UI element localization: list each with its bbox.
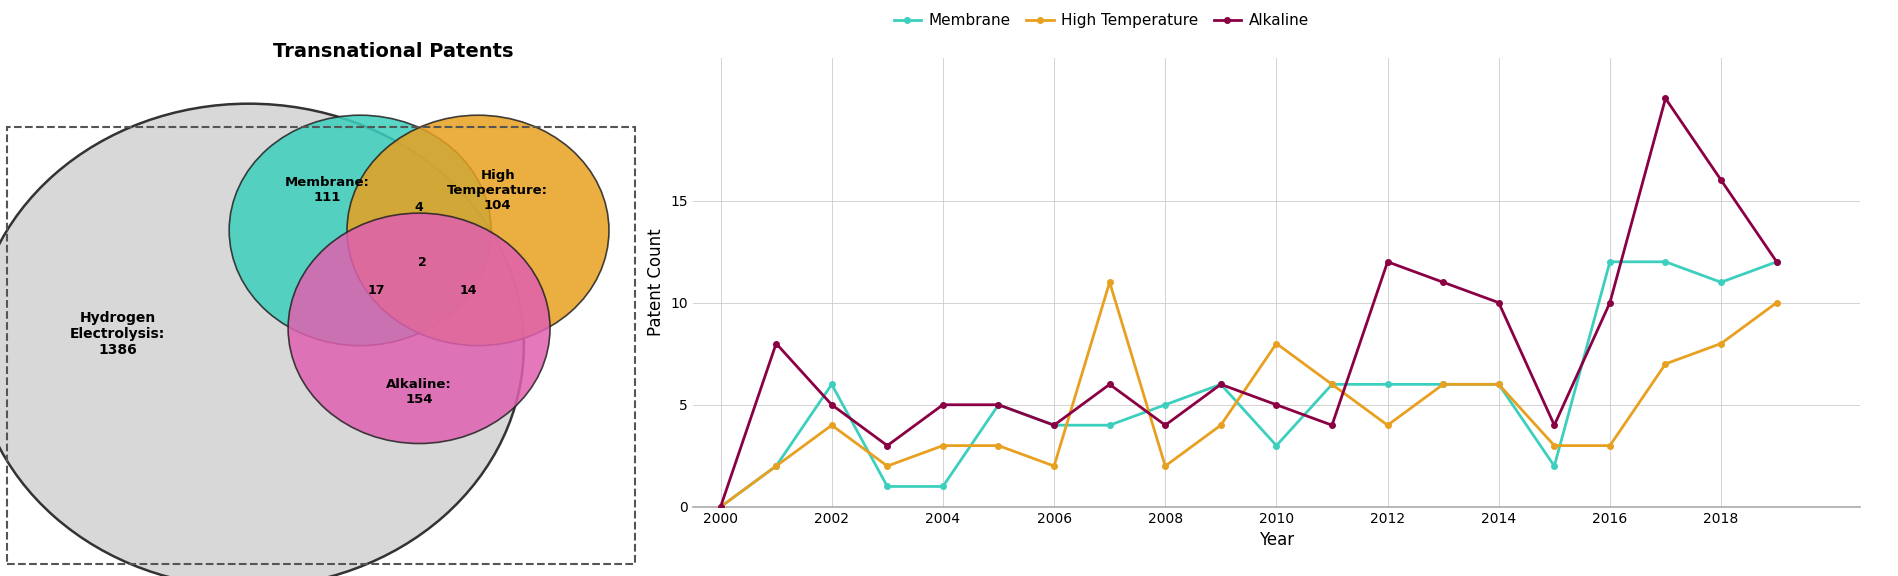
Membrane <box>1376 381 1399 388</box>
Membrane <box>765 463 788 469</box>
Membrane <box>820 381 843 388</box>
High Temperature <box>1042 463 1065 469</box>
Alkaline <box>1431 279 1454 286</box>
Alkaline <box>1099 381 1122 388</box>
Alkaline <box>1376 259 1399 266</box>
High Temperature <box>1655 361 1678 367</box>
Text: Transnational Patents: Transnational Patents <box>273 43 512 61</box>
Alkaline <box>987 401 1010 408</box>
Text: 14: 14 <box>459 285 476 297</box>
Text: Hydrogen
Electrolysis:
1386: Hydrogen Electrolysis: 1386 <box>70 311 165 357</box>
Bar <box>6 127 636 564</box>
Alkaline <box>820 401 843 408</box>
Membrane <box>1655 259 1678 266</box>
Alkaline <box>1543 422 1566 429</box>
High Temperature <box>1099 279 1122 286</box>
High Temperature <box>877 463 900 469</box>
Text: 2: 2 <box>418 256 427 268</box>
Membrane <box>1099 422 1122 429</box>
Legend: Membrane, High Temperature, Alkaline: Membrane, High Temperature, Alkaline <box>888 7 1315 34</box>
Text: 4: 4 <box>414 201 423 214</box>
High Temperature <box>1209 422 1232 429</box>
Text: High
Temperature:
104: High Temperature: 104 <box>448 169 549 211</box>
High Temperature <box>765 463 788 469</box>
High Temperature <box>1431 381 1454 388</box>
High Temperature <box>1154 463 1177 469</box>
Circle shape <box>347 115 609 346</box>
Membrane <box>1543 463 1566 469</box>
Membrane <box>1209 381 1232 388</box>
Alkaline <box>1765 259 1788 266</box>
Alkaline <box>1042 422 1065 429</box>
High Temperature <box>1598 442 1621 449</box>
Alkaline <box>932 401 955 408</box>
Alkaline <box>765 340 788 347</box>
Membrane <box>1154 401 1177 408</box>
Text: 17: 17 <box>368 285 385 297</box>
Alkaline <box>710 503 733 510</box>
Membrane <box>1598 259 1621 266</box>
Membrane <box>710 503 733 510</box>
Membrane <box>1710 279 1733 286</box>
High Temperature <box>710 503 733 510</box>
Text: Alkaline:
154: Alkaline: 154 <box>385 378 452 406</box>
High Temperature <box>1376 422 1399 429</box>
High Temperature <box>1765 299 1788 306</box>
Membrane <box>987 401 1010 408</box>
Text: Membrane:
111: Membrane: 111 <box>285 176 370 204</box>
Circle shape <box>230 115 492 346</box>
Alkaline <box>1321 422 1344 429</box>
High Temperature <box>932 442 955 449</box>
Membrane <box>1488 381 1511 388</box>
Alkaline <box>1154 422 1177 429</box>
Membrane <box>1431 381 1454 388</box>
Alkaline <box>1266 401 1289 408</box>
High Temperature <box>1710 340 1733 347</box>
High Temperature <box>1543 442 1566 449</box>
Alkaline <box>877 442 900 449</box>
Membrane <box>1321 381 1344 388</box>
Alkaline <box>1655 95 1678 102</box>
Alkaline <box>1598 299 1621 306</box>
Membrane <box>877 483 900 490</box>
Line: Alkaline: Alkaline <box>717 96 1780 510</box>
High Temperature <box>1488 381 1511 388</box>
High Temperature <box>1321 381 1344 388</box>
Alkaline <box>1710 177 1733 184</box>
High Temperature <box>1266 340 1289 347</box>
X-axis label: Year: Year <box>1258 531 1294 550</box>
Line: Membrane: Membrane <box>717 259 1780 510</box>
Line: High Temperature: High Temperature <box>717 279 1780 510</box>
Membrane <box>1765 259 1788 266</box>
Y-axis label: Patent Count: Patent Count <box>647 229 664 336</box>
Membrane <box>1042 422 1065 429</box>
Circle shape <box>288 213 550 444</box>
Alkaline <box>1209 381 1232 388</box>
Circle shape <box>0 104 524 576</box>
Membrane <box>932 483 955 490</box>
Membrane <box>1266 442 1289 449</box>
Alkaline <box>1488 299 1511 306</box>
High Temperature <box>820 422 843 429</box>
High Temperature <box>987 442 1010 449</box>
